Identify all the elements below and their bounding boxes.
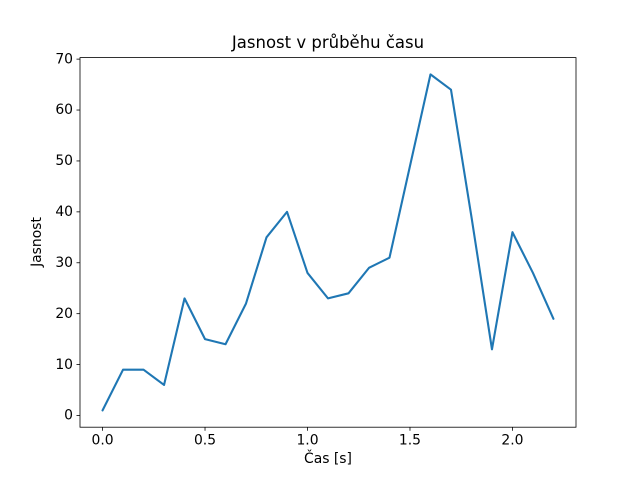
x-tick-label: 0.5 [194,433,216,449]
y-tick-label: 70 [55,51,73,67]
y-tick-label: 50 [55,153,73,169]
x-tick-label: 1.0 [296,433,318,449]
x-axis-label: Čas [s] [304,451,352,467]
y-tick-label: 20 [55,306,73,322]
x-tick-label: 1.5 [399,433,421,449]
y-tick-label: 0 [64,408,73,424]
y-axis-label-text: Jasnost [29,217,45,267]
axes-spines [79,57,577,428]
y-tick-label: 40 [55,204,73,220]
y-tick-label: 60 [55,102,73,118]
x-tick-label: 2.0 [501,433,523,449]
y-tick-label: 10 [55,357,73,373]
data-line-series [101,73,555,412]
x-tick-label: 0.0 [91,433,113,449]
chart-title: Jasnost v průběhu času [231,33,425,52]
y-tick-label: 30 [55,255,73,271]
